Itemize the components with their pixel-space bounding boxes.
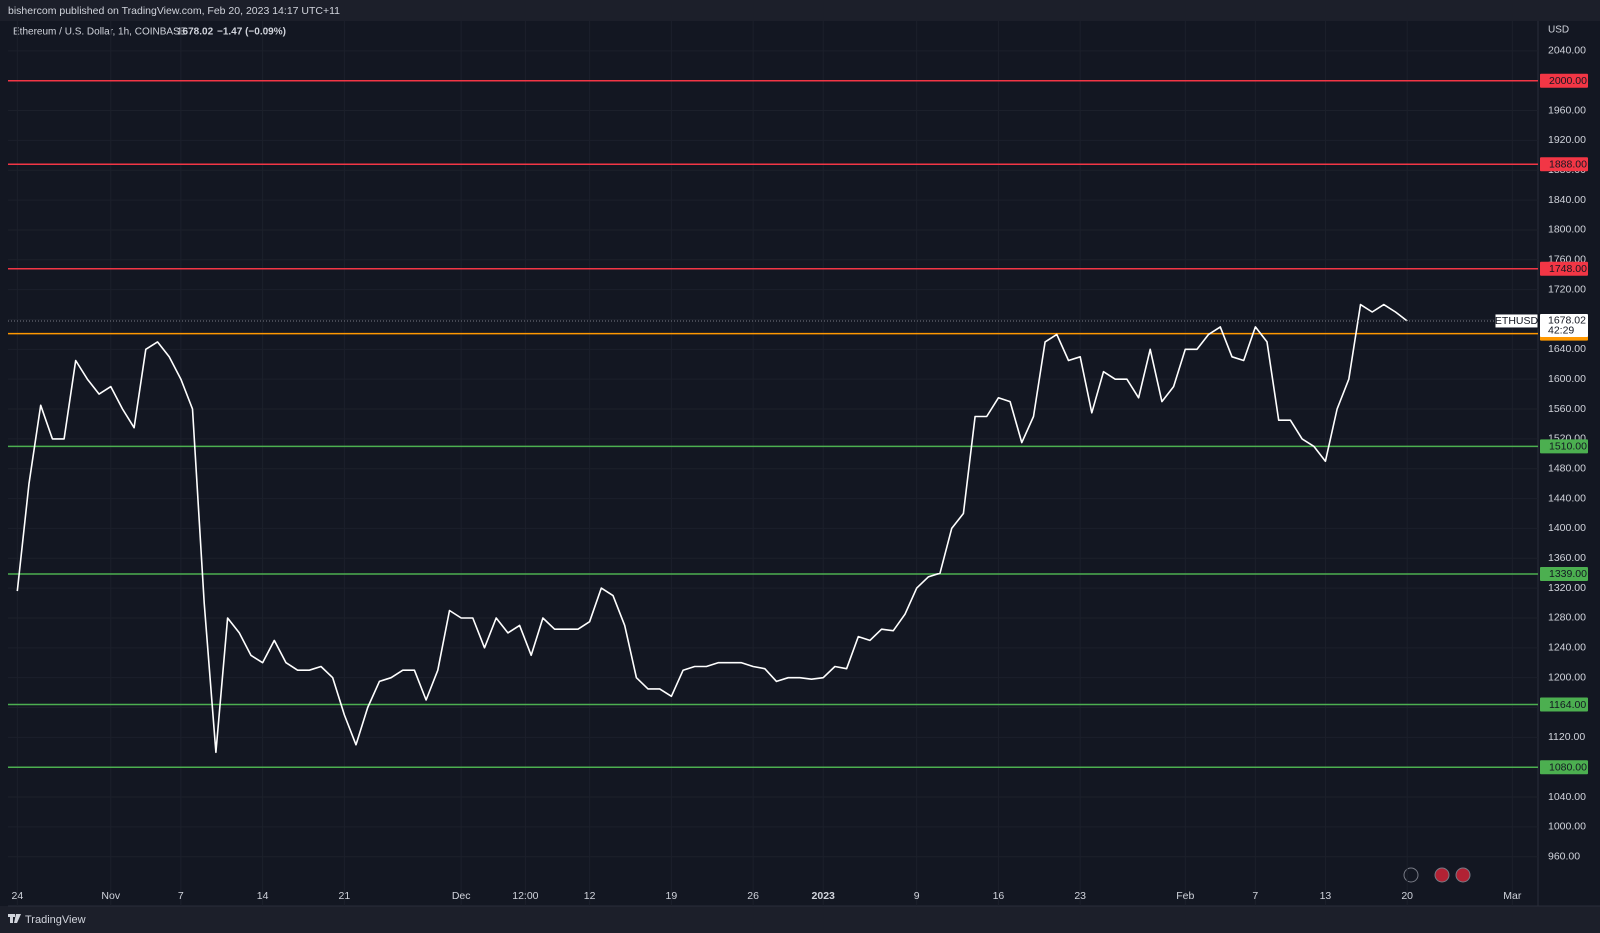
- price-tag-value: 1678.02: [1548, 315, 1586, 327]
- level-tag: [1540, 73, 1588, 88]
- level-tag-label: 1748.00: [1549, 263, 1587, 275]
- level-tag: [1540, 157, 1588, 172]
- level-tag-label: 1888.00: [1549, 159, 1587, 171]
- level-tag-label: 1510.00: [1549, 441, 1587, 453]
- x-tick-label: Dec: [452, 890, 471, 902]
- x-tick-label: Nov: [101, 890, 120, 902]
- x-tick-label: 20: [1401, 890, 1413, 902]
- y-tick-label: 960.00: [1548, 851, 1580, 863]
- y-tick-label: 1600.00: [1548, 373, 1586, 385]
- y-tick-label: 1200.00: [1548, 671, 1586, 683]
- price-tag-countdown: 42:29: [1548, 325, 1574, 337]
- y-tick-label: 1320.00: [1548, 582, 1586, 594]
- x-tick-label: 14: [257, 890, 269, 902]
- logo: [8, 914, 21, 923]
- level-tag-label: 1080.00: [1549, 761, 1587, 773]
- y-tick-label: 1480.00: [1548, 463, 1586, 475]
- y-tick-label: 1800.00: [1548, 224, 1586, 236]
- x-tick-label: 24: [11, 890, 23, 902]
- x-tick-label: 23: [1074, 890, 1086, 902]
- price-change: −1.47 (−0.09%): [217, 27, 286, 38]
- chart-title: Ethereum / U.S. Dollar, 1h, COINBASE: [13, 27, 187, 38]
- level-tag-label: 1164.00: [1549, 699, 1586, 711]
- y-tick-label: 1240.00: [1548, 642, 1586, 654]
- axis-unit: USD: [1548, 25, 1569, 36]
- symbol-tag: [1494, 313, 1539, 329]
- y-tick-label: 1360.00: [1548, 552, 1586, 564]
- price-line: [16, 303, 1408, 754]
- level-tag-label: 2000.00: [1549, 75, 1587, 87]
- bottom-bar: [0, 906, 1600, 933]
- x-tick-label: 21: [339, 890, 351, 902]
- level-tag: [1540, 566, 1588, 581]
- y-tick-label: 1040.00: [1548, 791, 1586, 803]
- x-tick-label: 12: [584, 890, 596, 902]
- y-tick-label: 1440.00: [1548, 492, 1586, 504]
- last-price: 1678.02: [177, 27, 214, 38]
- symbol-tag-label: ETHUSD: [1495, 315, 1539, 327]
- x-tick-label: 7: [1252, 890, 1258, 902]
- x-tick-label: 2023: [812, 890, 836, 902]
- y-tick-label: 1280.00: [1548, 612, 1586, 624]
- y-tick-label: 1960.00: [1548, 104, 1586, 116]
- x-tick-label: 26: [747, 890, 759, 902]
- y-tick-label: 1000.00: [1548, 821, 1586, 833]
- brand: TradingView: [25, 914, 86, 926]
- y-tick-label: 1640.00: [1548, 343, 1586, 355]
- event-icons: [1403, 867, 1471, 883]
- x-tick-label: 12:00: [512, 890, 538, 902]
- x-tick-label: 19: [666, 890, 678, 902]
- y-tick-label: 2040.00: [1548, 45, 1586, 57]
- x-tick-label: 13: [1320, 890, 1332, 902]
- x-tick-label: Mar: [1503, 890, 1522, 902]
- y-tick-label: 1840.00: [1548, 194, 1586, 206]
- level-tag: [1540, 439, 1588, 454]
- x-tick-label: 16: [993, 890, 1005, 902]
- y-tick-label: 1400.00: [1548, 522, 1586, 534]
- y-tick-label: 1120.00: [1548, 731, 1585, 743]
- x-tick-label: 7: [178, 890, 184, 902]
- publisher-note: bishercom published on TradingView.com, …: [8, 5, 340, 17]
- top-bar: [0, 0, 1600, 21]
- level-tag: [1540, 261, 1588, 276]
- x-tick-label: Feb: [1176, 890, 1194, 902]
- level-tag: [1540, 760, 1588, 775]
- y-tick-label: 1560.00: [1548, 403, 1586, 415]
- y-tick-label: 1920.00: [1548, 134, 1586, 146]
- level-tag: [1540, 697, 1588, 712]
- y-tick-label: 1720.00: [1548, 283, 1586, 295]
- x-tick-label: 9: [914, 890, 920, 902]
- price-tag: [1540, 313, 1588, 337]
- level-tag-label: 1339.00: [1549, 568, 1587, 580]
